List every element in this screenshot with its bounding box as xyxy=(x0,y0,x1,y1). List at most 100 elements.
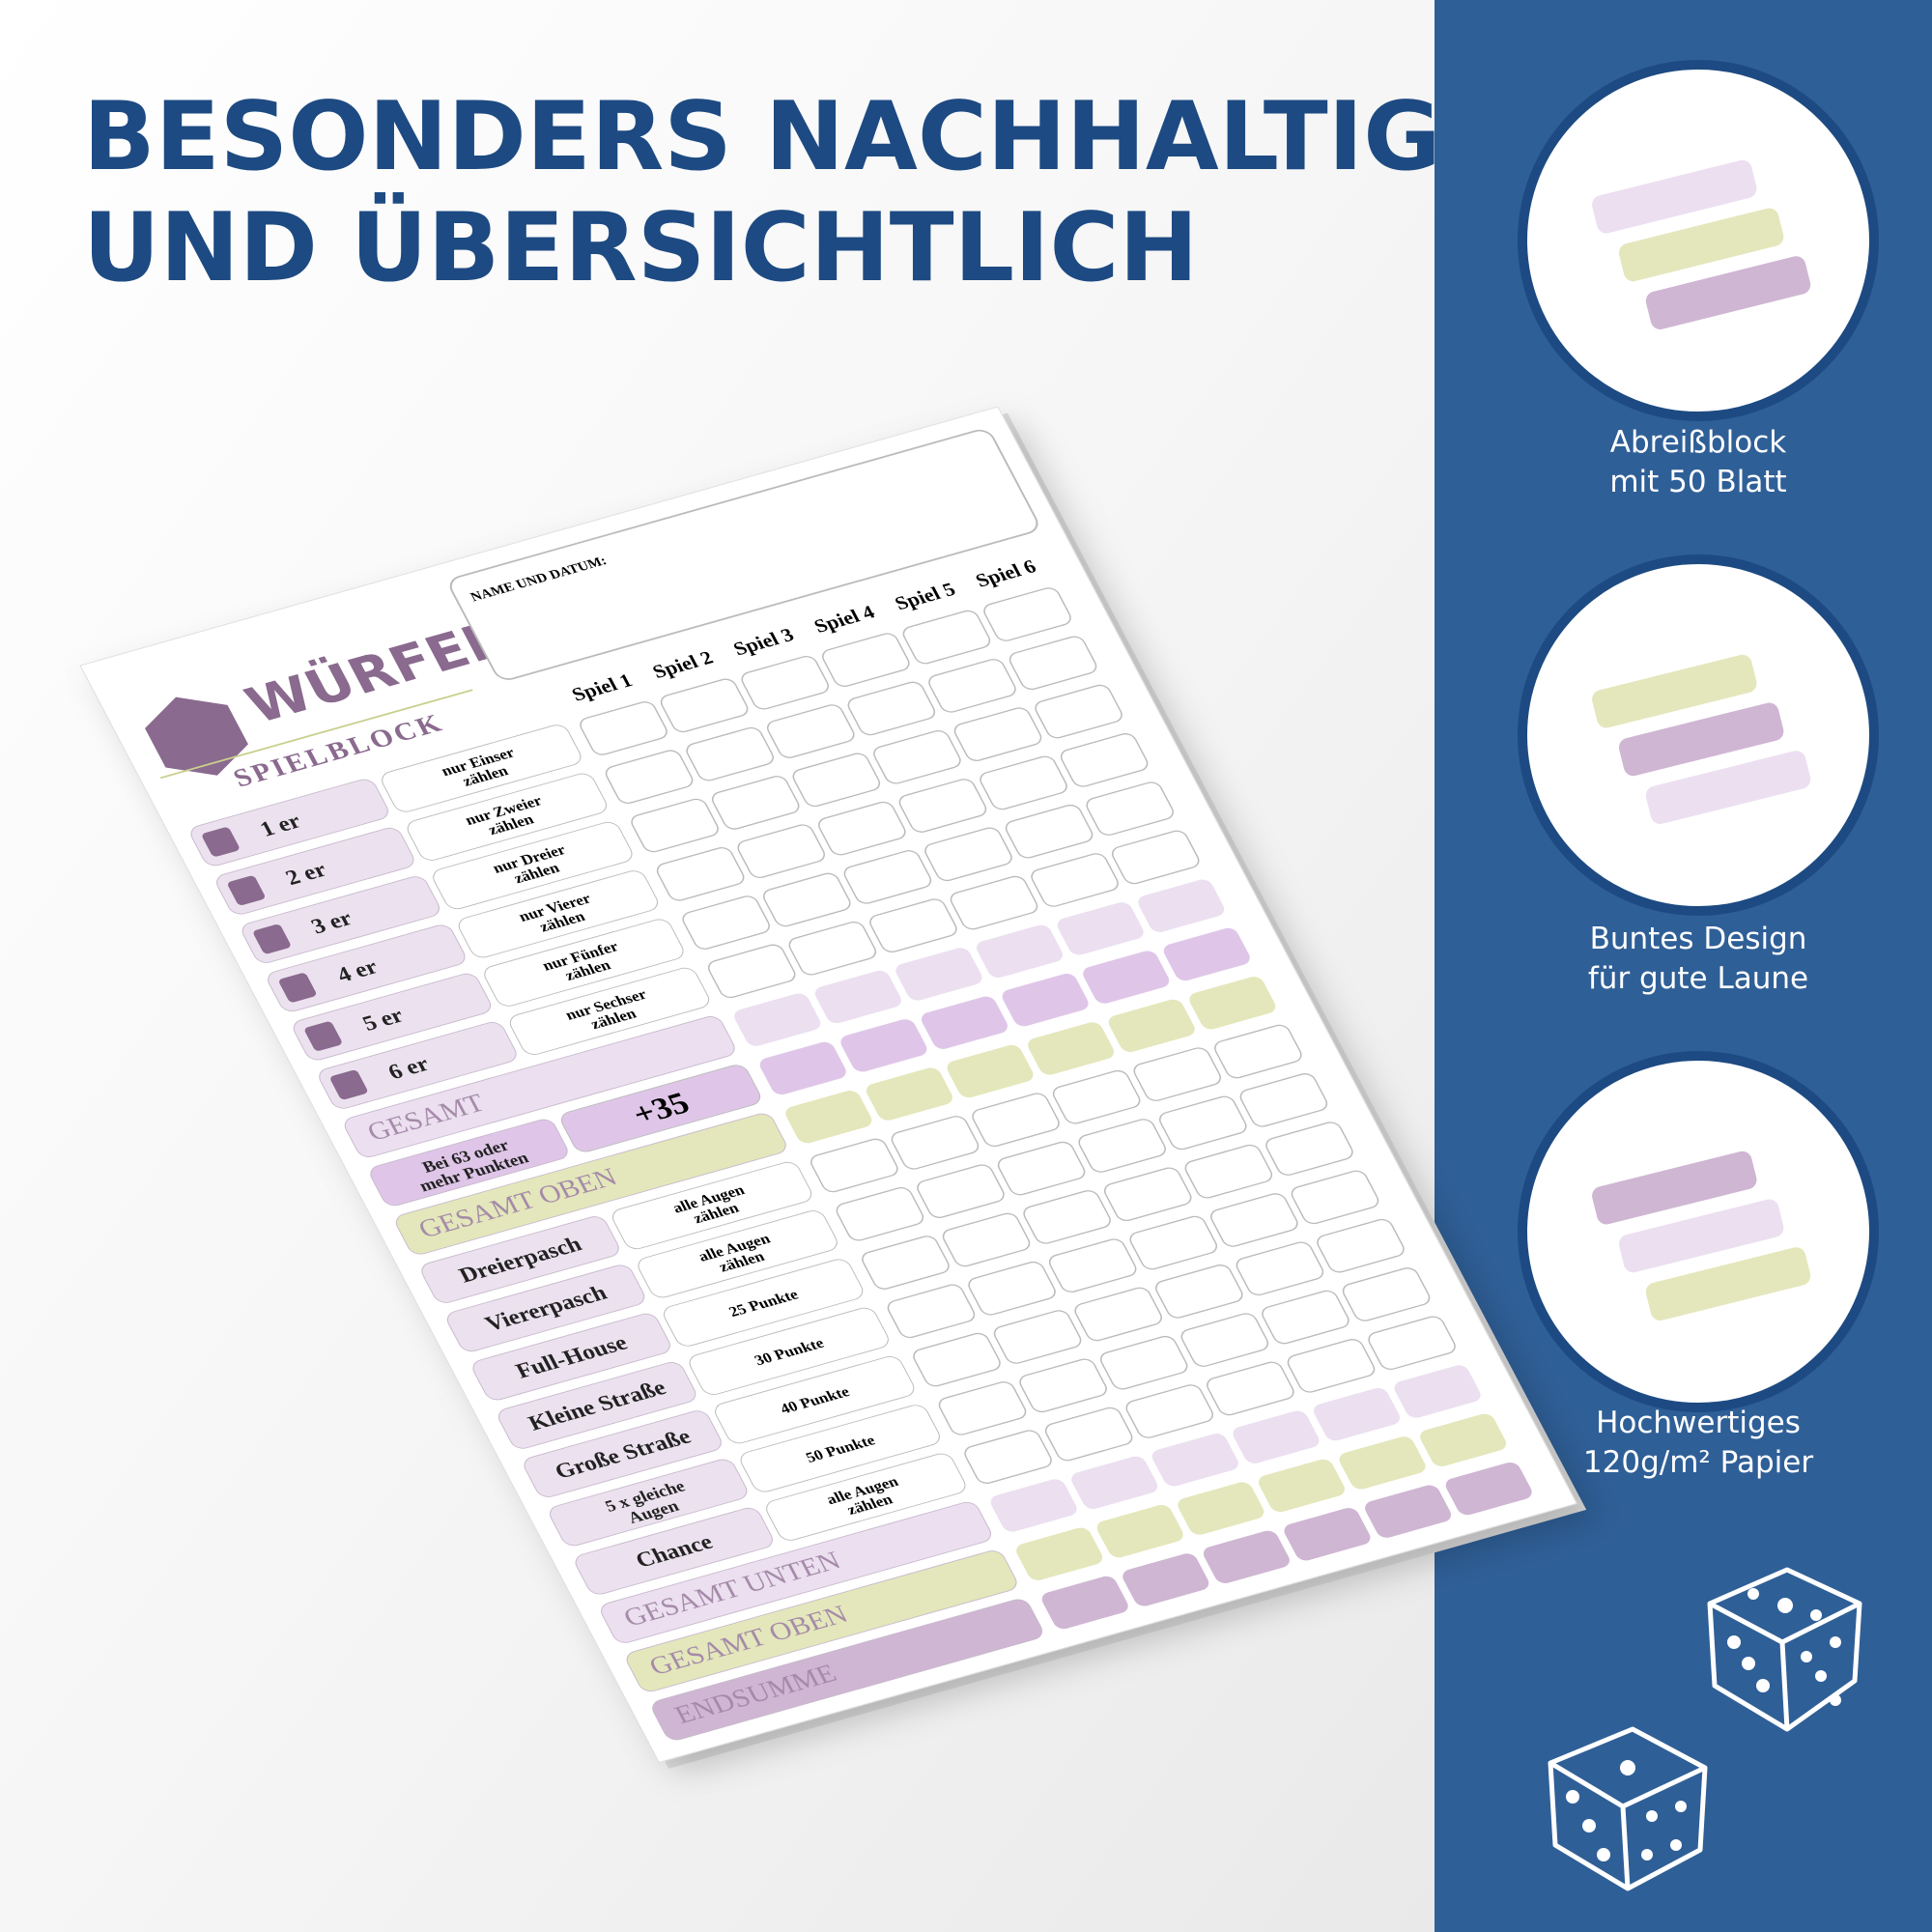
row-label-box xyxy=(293,973,492,1061)
score-cell xyxy=(953,707,1042,761)
score-cell xyxy=(862,1236,950,1290)
score-cell xyxy=(707,944,796,999)
score-cell xyxy=(792,753,881,808)
feature-caption: Buntes Design xyxy=(1590,922,1807,956)
score-cell xyxy=(866,1067,952,1121)
score-cell xyxy=(1060,733,1149,787)
score-cell xyxy=(964,1430,1052,1484)
score-cell xyxy=(656,847,745,901)
score-cell xyxy=(1342,1267,1431,1321)
row-label-box xyxy=(575,1507,773,1595)
feature: Abreißblock mit 50 Blatt xyxy=(1518,60,1879,499)
score-cell xyxy=(580,701,668,755)
row-hint-box xyxy=(560,1065,761,1152)
score-cell xyxy=(818,801,906,856)
score-cell xyxy=(1057,902,1144,955)
score-cell xyxy=(1031,853,1119,907)
score-cell xyxy=(1317,1218,1405,1273)
score-cell xyxy=(1133,1047,1222,1101)
row-label-box xyxy=(421,1216,619,1303)
score-cell xyxy=(972,1093,1060,1148)
score-cell xyxy=(1074,1287,1162,1342)
score-cell xyxy=(1178,1482,1264,1535)
score-cell xyxy=(1265,1122,1353,1176)
feature-detail xyxy=(1592,1151,1757,1225)
score-cell xyxy=(1207,1361,1294,1416)
row-hint-box xyxy=(611,1161,812,1250)
row-label-box xyxy=(497,1362,696,1449)
score-cell xyxy=(968,1261,1056,1316)
feature-detail xyxy=(1645,1247,1811,1321)
row-hint-box xyxy=(715,1356,915,1444)
row-dice xyxy=(228,875,265,905)
score-cell xyxy=(1159,1095,1247,1151)
score-cell xyxy=(1420,1413,1507,1466)
score-cell xyxy=(1005,804,1094,859)
dice-icons xyxy=(1548,1567,1862,1891)
row-label-box xyxy=(242,876,440,963)
score-cell xyxy=(1122,1553,1209,1606)
score-cell xyxy=(1314,1387,1400,1441)
feature-detail xyxy=(1618,702,1784,777)
row-hint-box xyxy=(664,1259,864,1347)
score-cell xyxy=(1151,1434,1238,1487)
score-cell xyxy=(942,1212,1031,1267)
row-hint-box xyxy=(766,1453,966,1541)
score-cell xyxy=(1284,1508,1371,1561)
score-cell xyxy=(836,1186,924,1241)
score-cell xyxy=(1203,1530,1290,1583)
row-label-box xyxy=(370,1119,568,1207)
score-cell xyxy=(822,633,910,687)
score-cell xyxy=(1028,1022,1115,1075)
score-cell xyxy=(1394,1365,1481,1418)
score-cell xyxy=(977,924,1064,978)
row-dice xyxy=(330,1069,368,1100)
score-cell xyxy=(1009,636,1097,691)
score-cell xyxy=(1258,1459,1345,1513)
feature-caption: für gute Laune xyxy=(1588,961,1808,996)
row-hint-box xyxy=(740,1405,940,1492)
score-cell xyxy=(1184,1144,1273,1199)
score-cell xyxy=(869,898,957,952)
score-cell xyxy=(1155,1264,1243,1319)
score-cell xyxy=(895,948,982,1001)
row-label-box xyxy=(626,1550,1017,1692)
score-cell xyxy=(1236,1241,1324,1296)
score-cell xyxy=(762,872,851,927)
row-label-box xyxy=(216,827,414,915)
score-cell xyxy=(734,993,821,1046)
score-cell xyxy=(983,587,1071,641)
score-cell xyxy=(1214,1024,1302,1079)
score-cell xyxy=(950,875,1038,930)
row-hint-box xyxy=(638,1210,838,1298)
row-label-box xyxy=(550,1459,748,1547)
score-cell xyxy=(1083,951,1170,1004)
score-cell xyxy=(814,970,901,1024)
feature-caption: Hochwertiges xyxy=(1596,1406,1801,1440)
headline: UND ÜBERSICHTLICH xyxy=(83,191,1198,303)
logo-dice xyxy=(145,696,248,776)
score-cell xyxy=(631,798,719,853)
score-cell xyxy=(759,1041,846,1095)
score-cell xyxy=(737,824,825,878)
score-cell xyxy=(788,921,877,976)
score-cell xyxy=(785,1091,872,1144)
score-cell xyxy=(605,750,694,804)
score-cell xyxy=(1291,1170,1379,1225)
score-cell xyxy=(1445,1462,1532,1516)
row-label-box xyxy=(446,1264,645,1352)
score-cell xyxy=(1210,1193,1298,1247)
score-cell xyxy=(913,1332,1001,1387)
row-label-box xyxy=(601,1501,991,1643)
logo-rule xyxy=(159,689,473,780)
row-hint-box xyxy=(382,724,582,812)
feature-detail xyxy=(1618,208,1784,282)
feature-detail xyxy=(1618,1199,1784,1273)
score-cell xyxy=(993,1310,1082,1364)
score-cell xyxy=(1125,1384,1214,1438)
score-cell xyxy=(1108,999,1195,1052)
score-cell xyxy=(980,755,1067,810)
score-cell xyxy=(1096,1505,1183,1558)
row-label-box xyxy=(472,1313,670,1401)
